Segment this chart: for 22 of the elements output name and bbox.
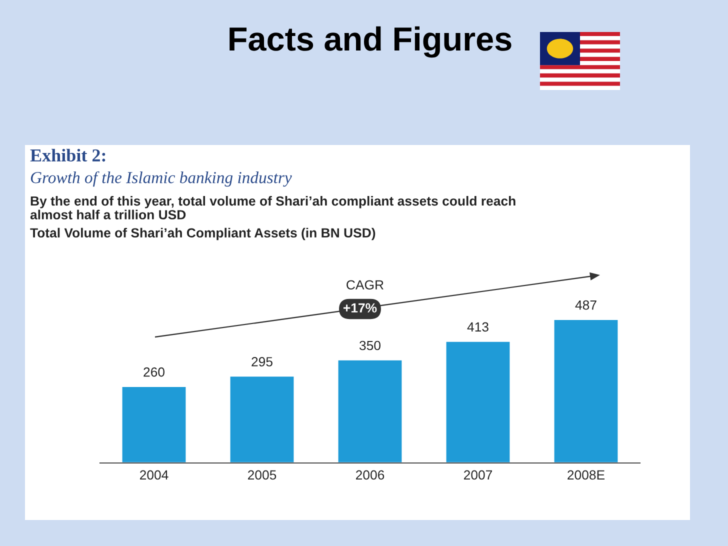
bar — [228, 375, 296, 463]
x-tick-label: 2005 — [248, 470, 276, 480]
data-label: 487 — [575, 300, 596, 310]
x-tick-label: 2006 — [356, 470, 384, 480]
chart-title: Facts and Figures — [230, 26, 512, 58]
chart-subtitle: Exhibit 2: — [30, 148, 106, 162]
x-tick-label: 2007 — [464, 470, 492, 480]
text: Growth of the Islamic banking industry — [30, 171, 292, 187]
data-label: 413 — [467, 322, 488, 332]
text: +17% — [344, 303, 377, 313]
text: By the end of this year, total volume of Shari’ah compliant assets could reach almost half a trillion USD — [30, 196, 516, 220]
text: CAGR — [346, 280, 384, 290]
text: Total Volume of Shari’ah Compliant Assets (in BN USD) — [30, 228, 376, 240]
data-label: 295 — [252, 357, 272, 366]
data-label: 350 — [359, 340, 380, 350]
bar — [444, 340, 512, 463]
bar — [336, 359, 404, 463]
data-label: 260 — [144, 367, 164, 377]
bar — [552, 318, 620, 463]
bar — [120, 386, 188, 463]
x-tick-label: 2008E — [568, 470, 605, 480]
x-tick-label: 2004 — [140, 470, 168, 480]
